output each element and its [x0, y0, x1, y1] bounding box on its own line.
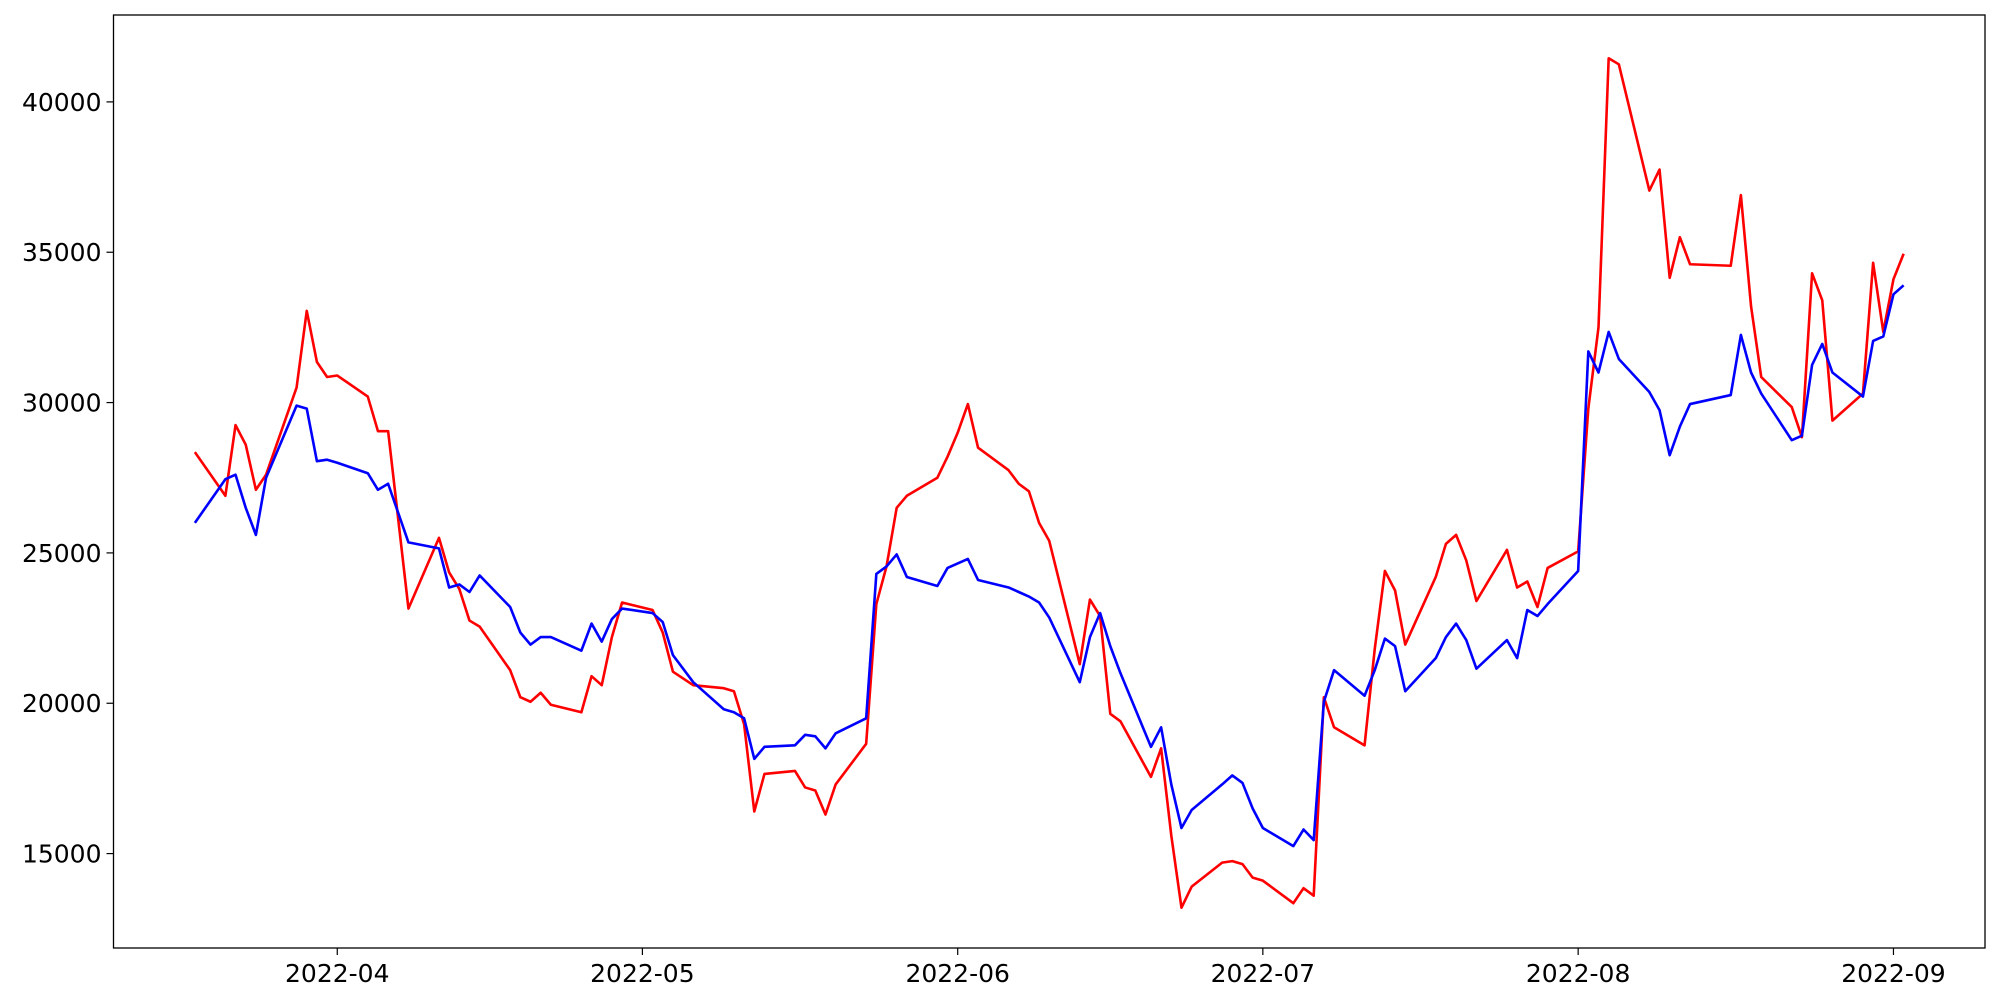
y-tick-label: 20000 — [22, 689, 102, 718]
y-tick-label: 15000 — [22, 840, 102, 869]
x-tick-label: 2022-05 — [590, 959, 694, 988]
x-tick-label: 2022-08 — [1526, 959, 1630, 988]
y-tick-label: 25000 — [22, 539, 102, 568]
series-line — [193, 284, 1905, 848]
series-line — [193, 57, 1905, 910]
x-tick-label: 2022-06 — [905, 959, 1009, 988]
x-tick-label: 2022-07 — [1211, 959, 1315, 988]
y-tick-label: 30000 — [22, 389, 102, 418]
y-tick-label: 35000 — [22, 238, 102, 267]
x-tick-label: 2022-04 — [285, 959, 389, 988]
y-tick-label: 40000 — [22, 88, 102, 117]
plot-frame — [112, 14, 1986, 949]
x-tick-label: 2022-09 — [1841, 959, 1945, 988]
